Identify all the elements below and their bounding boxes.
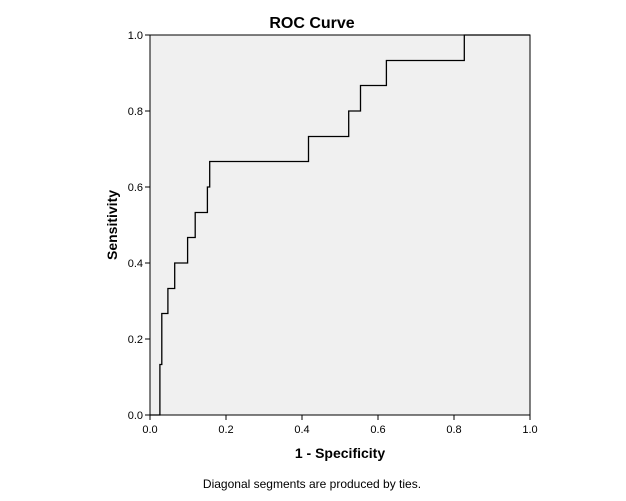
chart-footnote: Diagonal segments are produced by ties. bbox=[203, 477, 421, 491]
x-tick-label: 0.6 bbox=[370, 424, 385, 436]
x-axis-ticks: 0.0 0.2 0.4 0.6 0.8 1.0 bbox=[142, 415, 538, 436]
x-tick-label: 0.2 bbox=[218, 424, 233, 436]
roc-curve-line bbox=[150, 34, 530, 416]
plot-area bbox=[149, 34, 531, 416]
x-axis-label: 1 - Specificity bbox=[295, 445, 385, 461]
y-tick-label: 0.8 bbox=[128, 106, 143, 118]
y-tick-label: 0.4 bbox=[128, 258, 143, 270]
chart-title: ROC Curve bbox=[269, 15, 354, 32]
y-tick-label: 0.6 bbox=[128, 182, 143, 194]
y-axis-ticks: 0.0 0.2 0.4 0.6 0.8 1.0 bbox=[128, 30, 150, 422]
y-tick-label: 1.0 bbox=[128, 30, 143, 42]
y-tick-label: 0.0 bbox=[128, 410, 143, 422]
x-tick-label: 0.8 bbox=[446, 424, 461, 436]
x-tick-label: 0.0 bbox=[142, 424, 157, 436]
x-tick-label: 0.4 bbox=[294, 424, 309, 436]
y-axis-label: Sensitivity bbox=[104, 190, 120, 260]
x-tick-label: 1.0 bbox=[522, 424, 537, 436]
y-tick-label: 0.2 bbox=[128, 334, 143, 346]
